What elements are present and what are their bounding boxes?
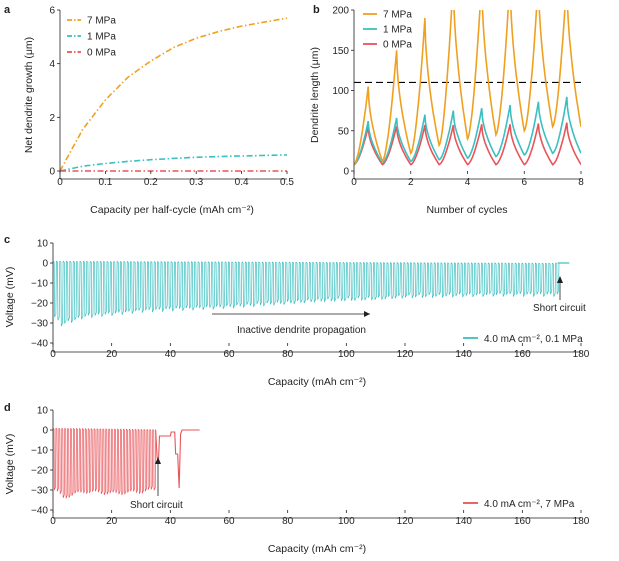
x-tick-label: 80 — [282, 516, 294, 527]
c-y-label: Voltage (mV) — [4, 267, 16, 328]
y-tick-label: −30 — [31, 486, 48, 497]
x-tick-label: 0 — [50, 349, 56, 360]
x-tick-label: 140 — [455, 349, 472, 360]
annotation-short-circuit-d: Short circuit — [130, 500, 183, 511]
a-y-label: Net dendrite growth (μm) — [23, 37, 35, 153]
d-y-label: Voltage (mV) — [4, 434, 16, 495]
x-tick-label: 20 — [106, 516, 118, 527]
voltage-tail-d — [155, 429, 200, 489]
y-tick-label: −20 — [31, 299, 48, 310]
panel-letter-b: b — [313, 4, 320, 16]
x-tick-label: 120 — [397, 349, 414, 360]
panel-letter-c: c — [4, 234, 10, 246]
series-line-b-2 — [354, 122, 581, 166]
x-tick-label: 140 — [455, 516, 472, 527]
y-tick-label: 0 — [49, 167, 55, 178]
y-tick-label: −20 — [31, 466, 48, 477]
panel-a: a 0 0.1 0.2 0.3 0.4 0.5 0 2 4 6 Capacity per half… — [4, 4, 294, 216]
x-tick-label: 60 — [223, 349, 235, 360]
x-tick-label: 120 — [397, 516, 414, 527]
short-circuit-arrow-head-c — [557, 276, 563, 283]
y-tick-label: −40 — [31, 506, 48, 517]
legend-entry: 1 MPa — [383, 25, 412, 36]
x-tick-label: 40 — [165, 349, 177, 360]
x-tick-label: 0.4 — [235, 177, 249, 188]
legend-entry: 0 MPa — [383, 40, 412, 51]
panel-b: b 0 2 4 6 8 0 50 100 150 200 Number of cycles Den… — [309, 4, 584, 216]
annotation-arrow-head — [364, 311, 370, 317]
panel-letter-d: d — [4, 402, 11, 414]
panel-d: d 0 20 40 60 80 100 120 140 160 180100−10−20−30−4… — [4, 402, 590, 555]
y-tick-label: −10 — [31, 279, 48, 290]
y-tick-label: 4 — [49, 59, 55, 70]
panel-letter-a: a — [4, 4, 11, 16]
c-x-label: Capacity (mAh cm⁻²) — [268, 376, 366, 388]
y-tick-label: 150 — [332, 46, 349, 57]
x-tick-label: 2 — [408, 177, 414, 188]
y-tick-label: 0 — [42, 259, 48, 270]
b-x-label: Number of cycles — [426, 204, 507, 216]
x-tick-label: 8 — [578, 177, 584, 188]
series-line-a-1 — [59, 154, 288, 172]
annotation-inactive-dendrite: Inactive dendrite propagation — [237, 325, 366, 336]
voltage-trace-3 — [52, 427, 157, 499]
y-tick-label: 0 — [343, 167, 349, 178]
series-line-a-0 — [59, 17, 288, 172]
legend-entry: 7 MPa — [383, 10, 412, 21]
legend-entry: 4.0 mA cm⁻², 7 MPa — [484, 499, 575, 510]
x-tick-label: 180 — [573, 349, 590, 360]
b-plot-area — [354, 10, 581, 166]
x-tick-label: 0.2 — [144, 177, 158, 188]
annotation-short-circuit-c: Short circuit — [533, 303, 586, 314]
x-tick-label: 0.5 — [280, 177, 294, 188]
y-tick-label: 50 — [338, 126, 350, 137]
legend-entry: 1 MPa — [87, 32, 116, 43]
y-tick-label: 10 — [37, 239, 49, 250]
x-tick-label: 100 — [338, 516, 355, 527]
x-tick-label: 160 — [514, 516, 531, 527]
y-tick-label: 2 — [49, 113, 55, 124]
y-tick-label: −10 — [31, 446, 48, 457]
x-tick-label: 0 — [351, 177, 357, 188]
x-tick-label: 20 — [106, 349, 118, 360]
y-tick-label: −30 — [31, 319, 48, 330]
short-circuit-arrow-head-d — [155, 457, 161, 464]
panel-c: c 0 20 40 60 80 100 120 140 160 180100−10−20−30−4… — [4, 234, 590, 388]
b-y-label: Dendrite length (μm) — [309, 47, 321, 143]
voltage-trace-2 — [52, 260, 560, 327]
x-tick-label: 0.3 — [189, 177, 203, 188]
series-line-b-0 — [354, 10, 581, 166]
legend-entry: 7 MPa — [87, 16, 116, 27]
a-x-label: Capacity per half-cycle (mAh cm⁻²) — [90, 204, 254, 216]
legend-entry: 0 MPa — [87, 48, 116, 59]
y-tick-label: 200 — [332, 6, 349, 17]
x-tick-label: 0 — [57, 177, 63, 188]
y-tick-label: 0 — [42, 426, 48, 437]
x-tick-label: 80 — [282, 349, 294, 360]
x-tick-label: 160 — [514, 349, 531, 360]
x-tick-label: 100 — [338, 349, 355, 360]
y-tick-label: 10 — [37, 406, 49, 417]
x-tick-label: 40 — [165, 516, 177, 527]
x-tick-label: 6 — [521, 177, 527, 188]
y-tick-label: 100 — [332, 86, 349, 97]
x-tick-label: 60 — [223, 516, 235, 527]
series-line-b-1 — [354, 96, 581, 166]
y-tick-label: 6 — [49, 6, 55, 17]
y-tick-label: −40 — [31, 339, 48, 350]
x-tick-label: 4 — [465, 177, 471, 188]
x-tick-label: 0.1 — [98, 177, 112, 188]
x-tick-label: 180 — [573, 516, 590, 527]
d-x-label: Capacity (mAh cm⁻²) — [268, 543, 366, 555]
legend-entry: 4.0 mA cm⁻², 0.1 MPa — [484, 334, 583, 345]
x-tick-label: 0 — [50, 516, 56, 527]
